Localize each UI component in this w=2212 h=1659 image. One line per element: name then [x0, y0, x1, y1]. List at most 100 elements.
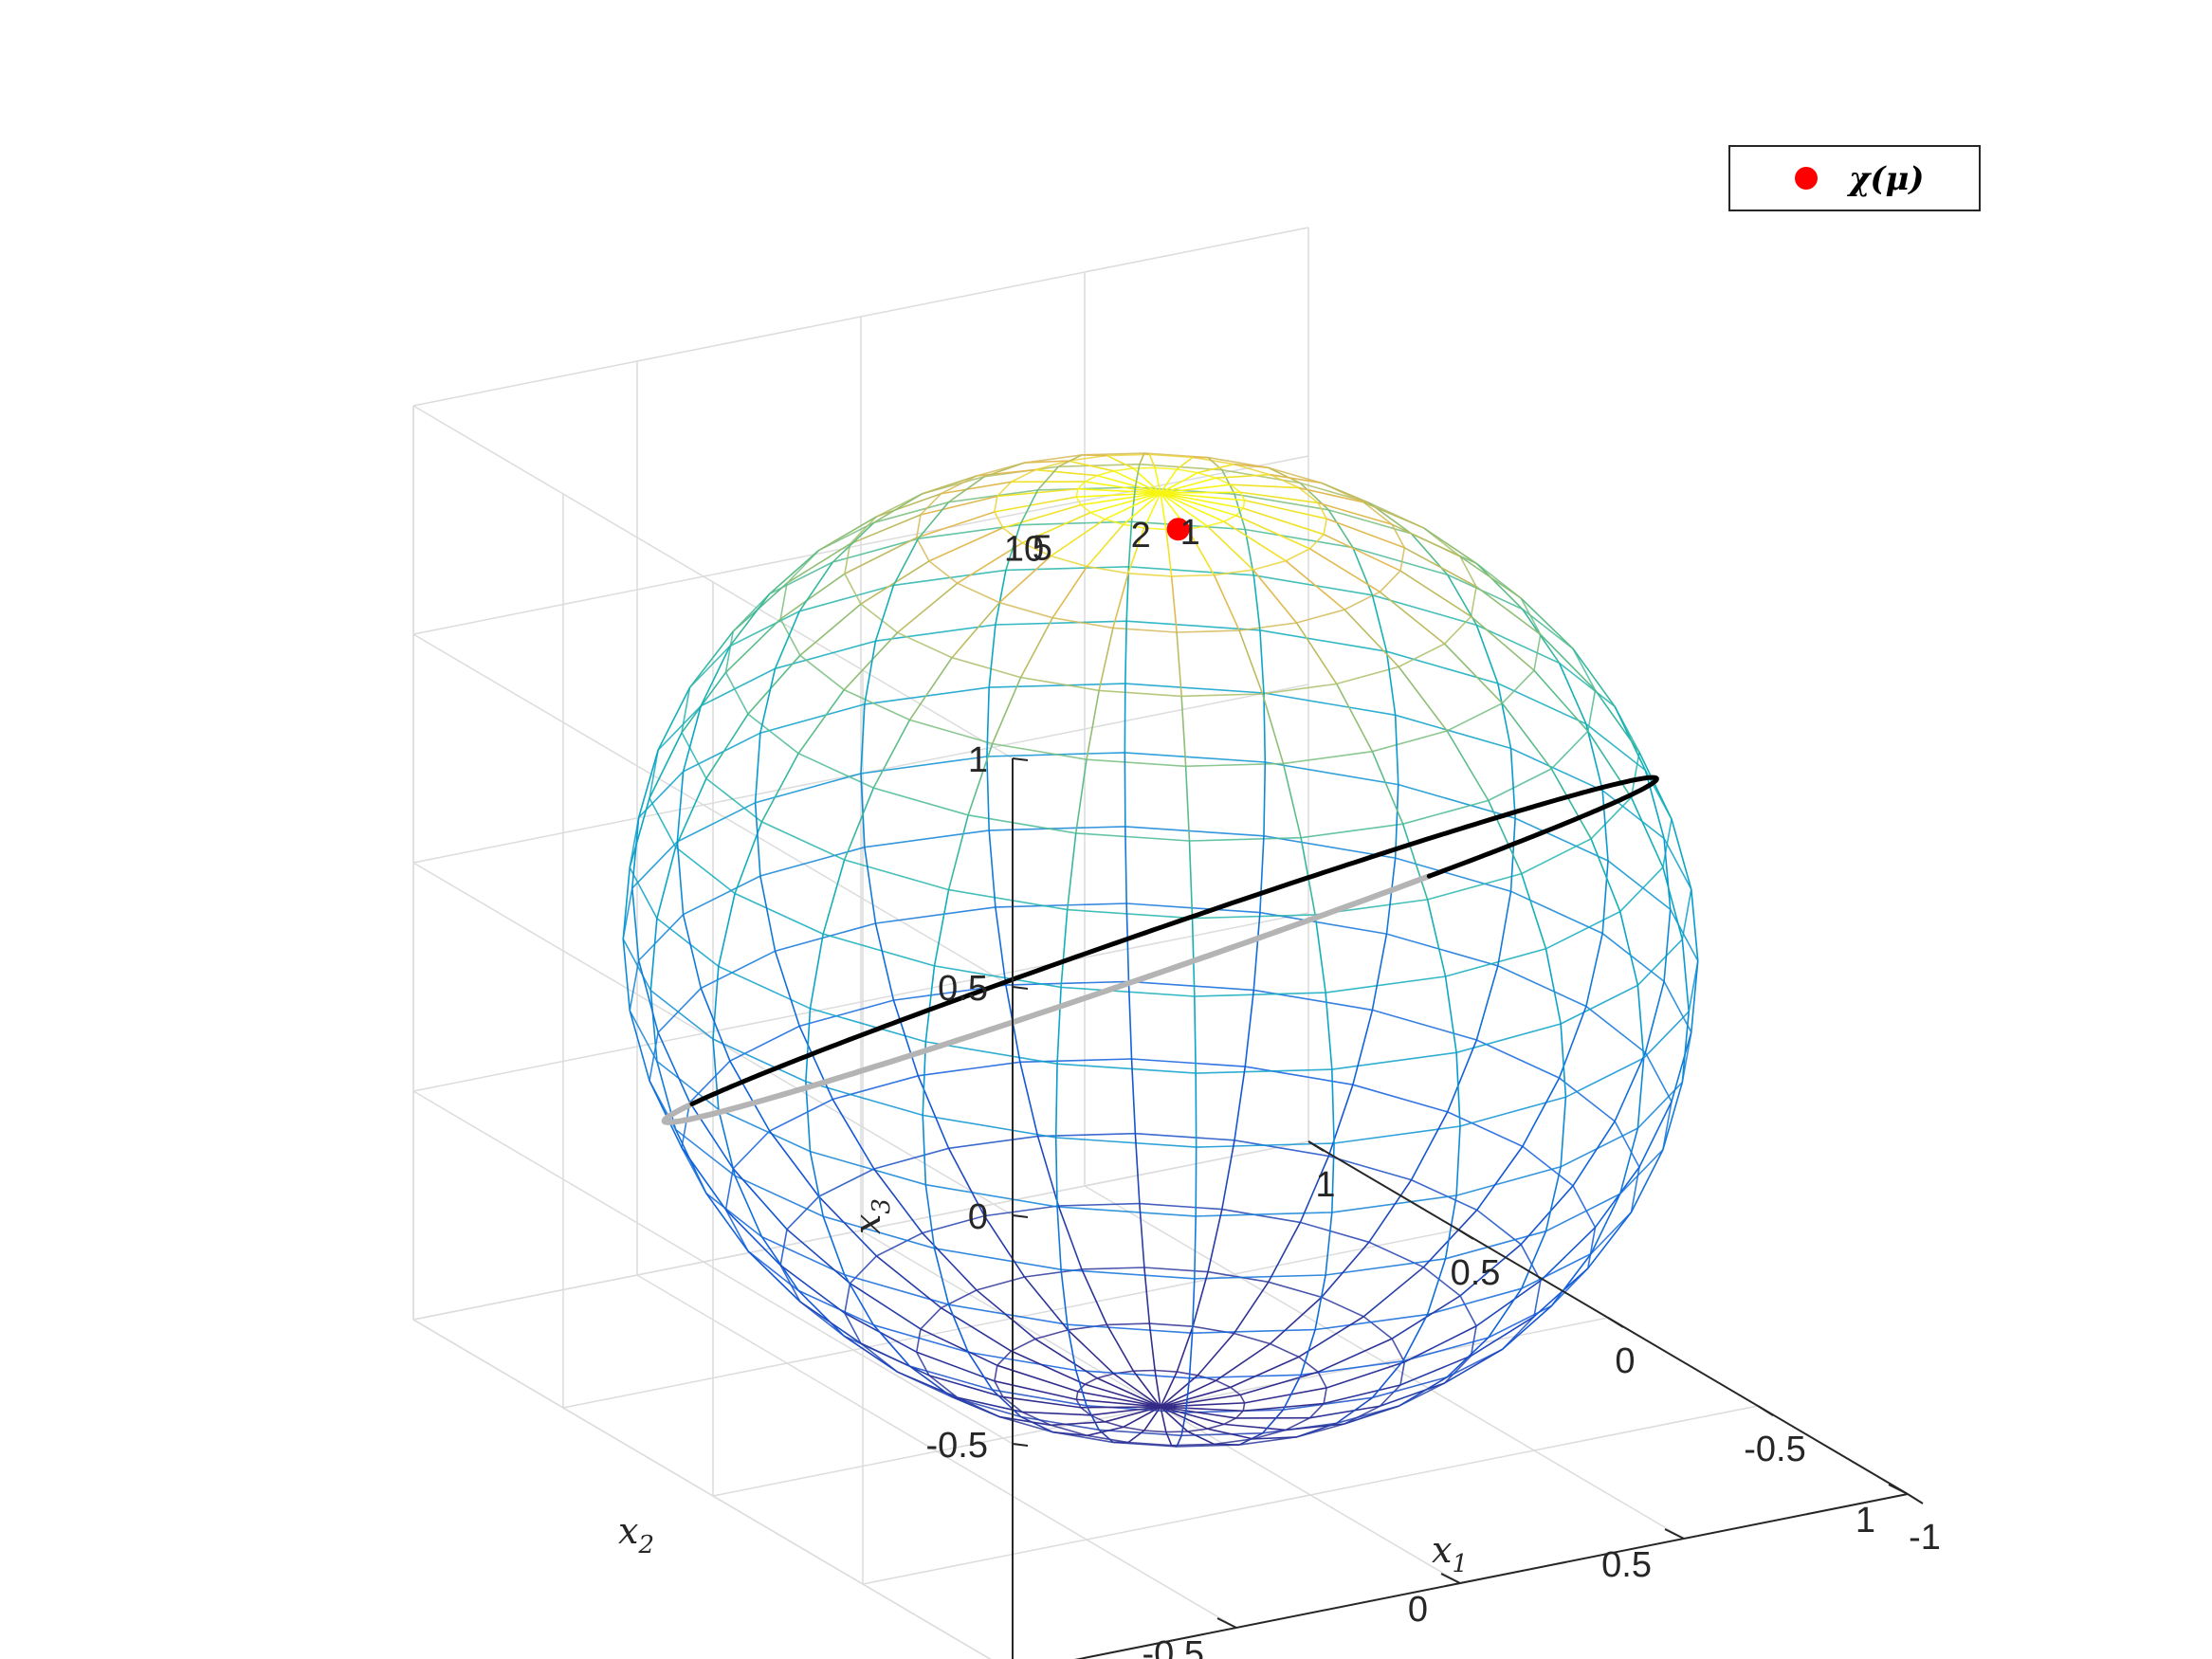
- meridian-segment: [908, 657, 953, 720]
- meridian-segment: [1160, 468, 1178, 494]
- meridian-segment: [1263, 693, 1267, 763]
- meridian-segment: [1638, 1101, 1673, 1168]
- meridian-segment: [1005, 524, 1021, 571]
- meridian-segment: [754, 802, 761, 877]
- meridian-segment: [892, 999, 920, 1077]
- meridian-segment: [1325, 518, 1405, 549]
- meridian-segment: [908, 1365, 953, 1398]
- meridian-segment: [1300, 1329, 1316, 1376]
- meridian-segment: [1488, 800, 1523, 874]
- meridian-segment: [1282, 763, 1302, 838]
- meridian-segment: [1188, 840, 1194, 919]
- meridian-segment: [1671, 1031, 1692, 1103]
- latitude-ring-13: [681, 565, 1640, 920]
- meridian-segment: [1681, 939, 1690, 1012]
- meridian-segment: [1134, 1133, 1141, 1204]
- meridian-segment: [1096, 1377, 1161, 1408]
- grid-line-back-z-4: [412, 227, 1309, 407]
- meridian-segment: [947, 1147, 985, 1216]
- meridian-segment: [1422, 527, 1478, 565]
- meridian-segment: [1391, 523, 1461, 557]
- meridian-segment: [1444, 1194, 1457, 1259]
- meridian-segment: [1051, 1421, 1106, 1427]
- meridian-segment: [1127, 1430, 1145, 1444]
- meridian-segment: [1444, 975, 1457, 1053]
- meridian-segment: [1127, 981, 1133, 1060]
- z-tick-mark: [1012, 757, 1029, 761]
- meridian-segment: [1034, 1338, 1098, 1379]
- meridian-segment: [1446, 1337, 1490, 1378]
- meridian-segment: [657, 1031, 691, 1103]
- meridian-segment: [1134, 464, 1141, 488]
- meridian-segment: [1344, 609, 1399, 667]
- meridian-segment: [1123, 1406, 1161, 1429]
- meridian-segment: [1160, 1406, 1225, 1426]
- meridian-segment: [1054, 1064, 1058, 1139]
- meridian-15: [1160, 492, 1690, 1413]
- meridian-segment: [747, 654, 801, 715]
- meridian-segment: [1618, 1127, 1639, 1194]
- latitude-ring-10: [622, 752, 1699, 1148]
- meridian-segment: [1401, 1314, 1429, 1362]
- meridian-segment: [1331, 1069, 1335, 1144]
- meridian-segment: [1024, 460, 1069, 464]
- meridian-segment: [1371, 751, 1404, 825]
- meridian-segment: [988, 624, 996, 688]
- meridian-segment: [1614, 1052, 1647, 1122]
- grid-line-floor-x-4: [412, 1319, 992, 1659]
- meridian-segment: [798, 1026, 833, 1100]
- meridian-segment: [1590, 838, 1621, 912]
- meridian-segment: [1238, 629, 1264, 695]
- x-tick-mark: [1757, 1405, 1774, 1416]
- meridian-segment: [798, 561, 833, 612]
- meridian-segment: [1160, 1402, 1245, 1408]
- meridian-segment: [637, 749, 659, 818]
- meridian-segment: [656, 1061, 677, 1130]
- meridian-segment: [1022, 1411, 1091, 1416]
- meridian-segment: [1191, 1278, 1196, 1334]
- meridian-segment: [873, 493, 923, 524]
- meridian-segment: [676, 841, 685, 915]
- meridian-segment: [1213, 574, 1240, 631]
- x-tick-mark: [1457, 1229, 1474, 1240]
- meridian-segment: [700, 988, 731, 1062]
- meridian-segment: [1252, 912, 1261, 991]
- meridian-14: [1160, 492, 1699, 1408]
- meridian-segment: [760, 753, 799, 823]
- meridian-segment: [1470, 615, 1535, 671]
- meridian-segment: [682, 914, 703, 989]
- meridian-segment: [688, 1102, 734, 1170]
- meridian-segment: [1180, 696, 1187, 767]
- meridian-segment: [832, 1099, 875, 1170]
- meridian-segment: [1585, 933, 1603, 1007]
- meridian-segment: [1601, 790, 1609, 862]
- meridian-segment: [1446, 730, 1490, 801]
- meridian-segment: [1476, 1145, 1524, 1211]
- meridian-segment: [986, 756, 990, 830]
- meridian-segment: [1399, 1355, 1472, 1386]
- meridian-segment: [1206, 525, 1254, 571]
- meridian-segment: [1323, 1384, 1401, 1405]
- meridian-segment: [1192, 1271, 1209, 1327]
- meridian-segment: [1299, 482, 1329, 511]
- meridian-segment: [922, 475, 978, 495]
- latitude-ring-16: [844, 463, 1477, 698]
- meridian-segment: [1081, 1268, 1108, 1325]
- meridian-segment: [1160, 492, 1244, 509]
- meridian-segment: [933, 889, 950, 967]
- meridian-segment: [1261, 693, 1285, 764]
- meridian-segment: [1352, 547, 1374, 596]
- meridian-12: [1160, 483, 1609, 1408]
- meridian-segment: [995, 906, 1007, 986]
- meridian-segment: [1160, 492, 1236, 517]
- meridian-segment: [1068, 460, 1114, 472]
- meridian-segment: [1371, 594, 1388, 652]
- meridian-segment: [1282, 1374, 1302, 1411]
- grid-line-side-z-3: [412, 633, 1014, 988]
- meridian-segment: [994, 1380, 1077, 1401]
- meridian-segment: [1239, 1371, 1319, 1396]
- meridian-segment: [718, 893, 736, 967]
- meridian-segment: [1090, 1406, 1161, 1416]
- meridian-segment: [1176, 1325, 1194, 1373]
- meridian-10: [1160, 463, 1399, 1408]
